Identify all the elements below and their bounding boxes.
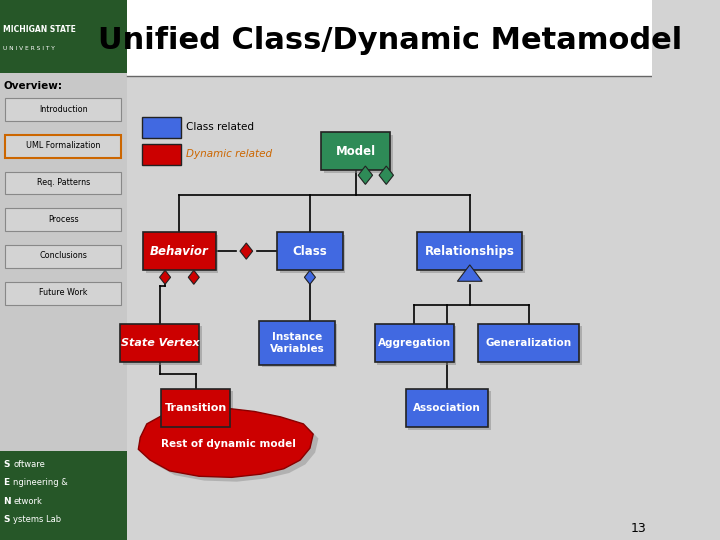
FancyBboxPatch shape bbox=[5, 98, 121, 121]
Text: Generalization: Generalization bbox=[485, 338, 572, 348]
FancyBboxPatch shape bbox=[123, 326, 202, 365]
Text: ngineering &: ngineering & bbox=[13, 478, 68, 487]
Polygon shape bbox=[240, 243, 253, 259]
FancyBboxPatch shape bbox=[5, 245, 121, 268]
Polygon shape bbox=[160, 270, 171, 284]
Text: Class: Class bbox=[292, 245, 328, 258]
Text: oftware: oftware bbox=[13, 460, 45, 469]
Text: Association: Association bbox=[413, 403, 481, 413]
FancyBboxPatch shape bbox=[0, 0, 127, 73]
Text: Model: Model bbox=[336, 145, 376, 158]
FancyBboxPatch shape bbox=[377, 326, 456, 365]
Text: ystems Lab: ystems Lab bbox=[13, 515, 61, 524]
FancyBboxPatch shape bbox=[277, 232, 343, 270]
FancyBboxPatch shape bbox=[406, 389, 488, 427]
Text: Instance
Variables: Instance Variables bbox=[269, 332, 324, 354]
Polygon shape bbox=[143, 412, 318, 482]
Text: N: N bbox=[4, 497, 11, 505]
FancyBboxPatch shape bbox=[127, 0, 652, 76]
FancyBboxPatch shape bbox=[261, 323, 338, 367]
Polygon shape bbox=[379, 166, 393, 185]
Polygon shape bbox=[358, 166, 372, 185]
Text: UML Formalization: UML Formalization bbox=[27, 141, 101, 150]
Text: E: E bbox=[4, 478, 9, 487]
FancyBboxPatch shape bbox=[259, 321, 335, 365]
FancyBboxPatch shape bbox=[143, 232, 216, 270]
FancyBboxPatch shape bbox=[323, 135, 393, 173]
Polygon shape bbox=[457, 265, 482, 281]
Text: MICHIGAN STATE: MICHIGAN STATE bbox=[4, 25, 76, 34]
FancyBboxPatch shape bbox=[480, 326, 582, 365]
FancyBboxPatch shape bbox=[321, 132, 390, 171]
FancyBboxPatch shape bbox=[5, 135, 121, 158]
Text: Dynamic related: Dynamic related bbox=[186, 149, 272, 159]
Text: Class related: Class related bbox=[186, 122, 254, 132]
Text: Req. Patterns: Req. Patterns bbox=[37, 178, 90, 187]
FancyBboxPatch shape bbox=[5, 208, 121, 231]
Text: Future Work: Future Work bbox=[40, 288, 88, 297]
Text: Process: Process bbox=[48, 215, 79, 224]
FancyBboxPatch shape bbox=[143, 117, 181, 138]
Text: 13: 13 bbox=[630, 522, 646, 535]
Polygon shape bbox=[138, 408, 313, 477]
FancyBboxPatch shape bbox=[143, 144, 181, 165]
FancyBboxPatch shape bbox=[418, 232, 522, 270]
FancyBboxPatch shape bbox=[420, 234, 525, 273]
Text: Overview:: Overview: bbox=[4, 82, 62, 91]
FancyBboxPatch shape bbox=[0, 0, 127, 540]
Text: U N I V E R S I T Y: U N I V E R S I T Y bbox=[4, 46, 55, 51]
Text: etwork: etwork bbox=[13, 497, 42, 505]
Text: Relationships: Relationships bbox=[425, 245, 515, 258]
Text: Introduction: Introduction bbox=[40, 105, 88, 113]
Text: State Vertex: State Vertex bbox=[121, 338, 199, 348]
FancyBboxPatch shape bbox=[5, 172, 121, 194]
FancyBboxPatch shape bbox=[408, 391, 490, 430]
Text: Unified Class/Dynamic Metamodel: Unified Class/Dynamic Metamodel bbox=[98, 26, 682, 55]
Text: Rest of dynamic model: Rest of dynamic model bbox=[161, 439, 296, 449]
FancyBboxPatch shape bbox=[279, 234, 346, 273]
Text: Conclusions: Conclusions bbox=[40, 252, 88, 260]
FancyBboxPatch shape bbox=[375, 323, 454, 362]
FancyBboxPatch shape bbox=[146, 234, 218, 273]
FancyBboxPatch shape bbox=[477, 323, 580, 362]
Polygon shape bbox=[188, 270, 199, 284]
Text: S: S bbox=[4, 460, 10, 469]
Text: S: S bbox=[4, 515, 10, 524]
Text: Aggregation: Aggregation bbox=[378, 338, 451, 348]
FancyBboxPatch shape bbox=[120, 323, 199, 362]
Polygon shape bbox=[305, 270, 315, 284]
Text: Transition: Transition bbox=[165, 403, 227, 413]
FancyBboxPatch shape bbox=[0, 451, 127, 540]
FancyBboxPatch shape bbox=[163, 391, 233, 430]
FancyBboxPatch shape bbox=[5, 282, 121, 305]
FancyBboxPatch shape bbox=[161, 389, 230, 427]
Text: Behavior: Behavior bbox=[150, 245, 209, 258]
